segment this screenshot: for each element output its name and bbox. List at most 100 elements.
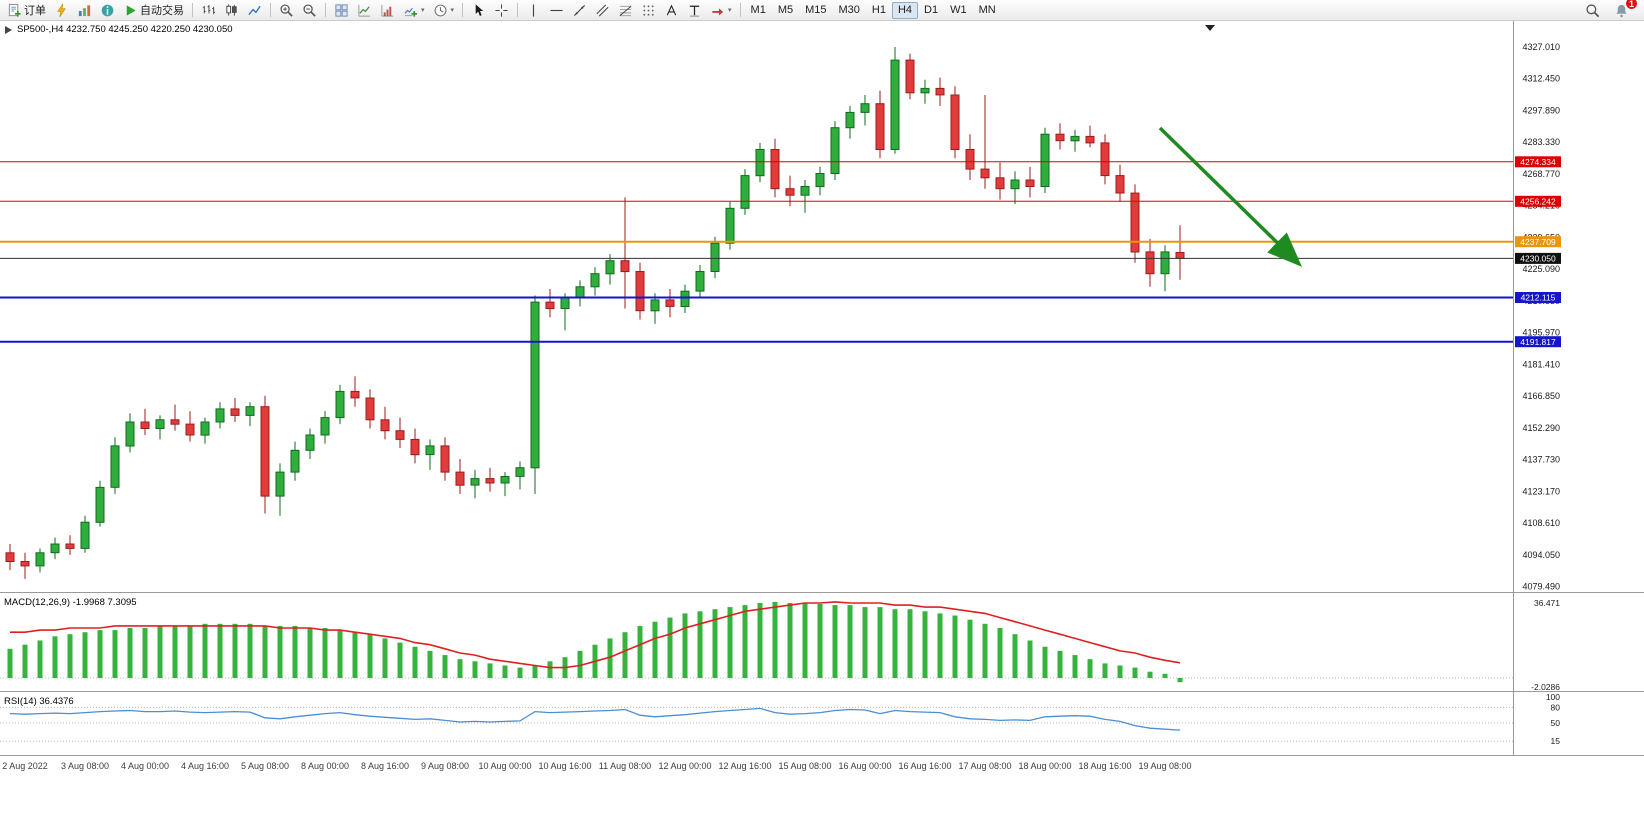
- price-axis-area[interactable]: [1513, 21, 1644, 813]
- market-watch-button[interactable]: [73, 1, 96, 20]
- candle-body: [215, 408, 225, 423]
- timeframe-m1-button[interactable]: M1: [745, 2, 772, 19]
- macd-histogram-bar: [787, 603, 793, 678]
- vertical-line-button[interactable]: [522, 1, 545, 20]
- cursor-button[interactable]: [467, 1, 490, 20]
- candle-body: [770, 149, 780, 190]
- toolbar: 订单 自动交易 ▾ ▾ ▾ M1 M5 M15 M30 H1 H4 D1 W1 MN 1: [0, 0, 1644, 21]
- macd-histogram-bar: [1117, 665, 1123, 678]
- candle-body: [575, 286, 585, 299]
- labelT-icon: [687, 3, 702, 18]
- macd-histogram-bar: [1147, 671, 1153, 678]
- label-button[interactable]: [683, 1, 706, 20]
- bar-chart-button[interactable]: [197, 1, 220, 20]
- zoom-out-button[interactable]: [298, 1, 321, 20]
- arrows-button[interactable]: ▾: [706, 1, 736, 20]
- toolbar-left-group: 订单 自动交易 ▾ ▾ ▾ M1 M5 M15 M30 H1 H4 D1 W1 MN: [3, 0, 1002, 20]
- add-indicator-button[interactable]: ▾: [399, 1, 429, 20]
- candle-body: [860, 103, 870, 113]
- candle-body: [995, 177, 1005, 190]
- toolbar-right-group: 1: [1581, 0, 1641, 20]
- chart-canvas[interactable]: 4327.010 4312.450 4297.890 4283.330 4268.770…: [0, 21, 1644, 813]
- macd-histogram-bar: [112, 630, 118, 678]
- chart-shift-button[interactable]: [376, 1, 399, 20]
- tile-windows-button[interactable]: [330, 1, 353, 20]
- timeframe-m30-button[interactable]: M30: [833, 2, 866, 19]
- chart-shift-marker[interactable]: [1205, 25, 1215, 31]
- algo-trading-button[interactable]: 自动交易: [119, 1, 188, 20]
- favorites-button[interactable]: [50, 1, 73, 20]
- trend-arrow-object[interactable]: [1158, 126, 1303, 267]
- candle-body: [80, 521, 90, 549]
- macd-signal-line: [10, 601, 1181, 669]
- macd-histogram-bar: [142, 628, 148, 678]
- notifications-button[interactable]: 1: [1610, 0, 1638, 20]
- price-badge: [1515, 195, 1561, 207]
- macd-histogram-bar: [37, 640, 43, 678]
- candle-body: [50, 543, 60, 554]
- rsi-axis-label: 80: [1551, 702, 1561, 712]
- macd-histogram-bar: [907, 609, 913, 678]
- price-badge-label: 4274.334: [1520, 157, 1556, 167]
- timeframe-m15-button[interactable]: M15: [799, 2, 832, 19]
- macd-histogram-bar: [1162, 673, 1168, 678]
- add-indicator-icon: [403, 3, 418, 18]
- text-button[interactable]: [660, 1, 683, 20]
- zoom-in-button[interactable]: [275, 1, 298, 20]
- candle-body: [260, 406, 270, 497]
- price-badge-label: 4191.817: [1520, 337, 1556, 347]
- crosshair-button[interactable]: [490, 1, 513, 20]
- timeframe-h4-button[interactable]: H4: [891, 1, 919, 19]
- price-badge: [1515, 236, 1561, 248]
- toolbar-separator: [192, 3, 193, 17]
- candle-body: [650, 299, 660, 312]
- arrowshape-icon: [710, 3, 725, 18]
- candle-body: [500, 476, 510, 484]
- horizontal-line-button[interactable]: [545, 1, 568, 20]
- candle-body: [710, 242, 720, 272]
- one-click-trading-toggle[interactable]: [5, 26, 12, 34]
- candle-body: [425, 445, 435, 456]
- timeframe-m5-button[interactable]: M5: [772, 2, 799, 19]
- candle-body: [155, 419, 165, 429]
- channel-button[interactable]: [591, 1, 614, 20]
- candle-body: [1025, 179, 1035, 187]
- trendline-button[interactable]: [568, 1, 591, 20]
- macd-histogram-bar: [1027, 640, 1033, 678]
- macd-histogram-bar: [772, 601, 778, 678]
- time-axis-label: 4 Aug 16:00: [181, 761, 229, 771]
- macd-histogram-bar: [847, 605, 853, 678]
- macd-histogram-bar: [952, 615, 958, 678]
- candle-body: [245, 406, 255, 416]
- time-axis-label: 10 Aug 00:00: [478, 761, 531, 771]
- price-tick-label: 4181.410: [1522, 359, 1560, 369]
- timeframe-mn-button[interactable]: MN: [973, 2, 1002, 19]
- candle-body: [5, 552, 15, 562]
- candle-body: [845, 111, 855, 129]
- auto-scroll-button[interactable]: [353, 1, 376, 20]
- fibonacci-button[interactable]: [614, 1, 637, 20]
- candle-body: [305, 434, 315, 451]
- shapes-button[interactable]: [637, 1, 660, 20]
- vline-icon: [526, 3, 541, 18]
- data-window-button[interactable]: [96, 1, 119, 20]
- macd-histogram-bar: [892, 609, 898, 678]
- new-order-button[interactable]: 订单: [3, 1, 50, 20]
- price-badge: [1515, 292, 1561, 303]
- symbol-ohlc-title: SP500-,H4 4232.750 4245.250 4220.250 423…: [17, 24, 233, 35]
- macd-histogram-bar: [1177, 678, 1183, 683]
- candlestick-chart-button[interactable]: [220, 1, 243, 20]
- candle-body: [695, 271, 705, 292]
- macd-histogram-bar: [67, 634, 73, 678]
- macd-histogram-bar: [997, 628, 1003, 678]
- search-button[interactable]: [1581, 1, 1604, 20]
- timeframe-w1-button[interactable]: W1: [944, 2, 973, 19]
- line-chart-button[interactable]: [243, 1, 266, 20]
- timeframe-h1-button[interactable]: H1: [866, 2, 892, 19]
- cursor-icon: [471, 3, 486, 18]
- timeframes-menu-button[interactable]: ▾: [429, 1, 459, 20]
- macd-histogram-bar: [547, 661, 553, 678]
- chart-plot-area[interactable]: [0, 21, 1513, 755]
- timeframe-m15-button-label: M15: [805, 4, 827, 16]
- timeframe-d1-button[interactable]: D1: [918, 2, 944, 19]
